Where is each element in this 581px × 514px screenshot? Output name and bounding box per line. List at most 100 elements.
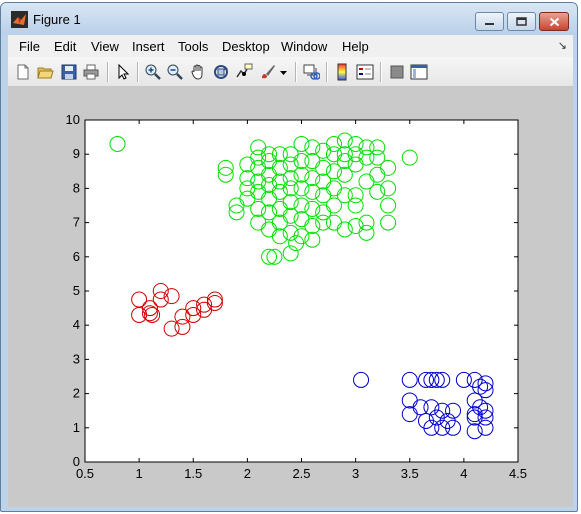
data-point-cluster-3	[477, 419, 494, 436]
data-point-cluster-2	[336, 166, 353, 183]
x-tick-label: 1.5	[184, 466, 202, 481]
data-point-cluster-1	[152, 291, 169, 308]
data-point-cluster-2	[336, 132, 353, 149]
data-point-cluster-2	[358, 224, 375, 241]
data-point-cluster-2	[380, 159, 397, 176]
data-point-cluster-1	[163, 320, 180, 337]
legend-icon[interactable]	[356, 63, 374, 81]
save-icon[interactable]	[60, 63, 78, 81]
data-point-cluster-2	[261, 204, 278, 221]
menu-file[interactable]: File	[19, 39, 40, 54]
zoom-in-icon[interactable]	[144, 63, 162, 81]
data-point-cluster-3	[477, 402, 494, 419]
scatter-plot[interactable]: 0.5 1 1.5 2 2.5 3 3.5 4 4.5 0 1 2 3 4 5 6 7 8 9 10	[8, 87, 573, 507]
data-point-cluster-2	[217, 159, 234, 176]
menu-help[interactable]: Help	[342, 39, 369, 54]
hide-plot-tools-icon[interactable]	[388, 63, 406, 81]
toolbar-separator	[326, 62, 327, 82]
y-tick-label: 5	[73, 283, 80, 298]
data-point-cluster-1	[141, 305, 158, 322]
data-point-cluster-2	[369, 139, 386, 156]
show-plot-tools-icon[interactable]	[410, 63, 428, 81]
data-point-cluster-2	[304, 200, 321, 217]
menu-insert[interactable]: Insert	[132, 39, 165, 54]
data-point-cluster-2	[380, 197, 397, 214]
zoom-out-icon[interactable]	[166, 63, 184, 81]
matlab-logo-icon	[11, 11, 28, 28]
close-icon	[549, 17, 559, 26]
menu-edit[interactable]: Edit	[54, 39, 77, 54]
data-cursor-icon[interactable]	[235, 63, 253, 81]
menu-view[interactable]: View	[91, 39, 119, 54]
data-point-cluster-3	[353, 371, 370, 388]
data-point-cluster-1	[141, 300, 158, 317]
data-point-cluster-3	[472, 378, 489, 395]
data-point-cluster-2	[369, 183, 386, 200]
data-point-cluster-3	[428, 371, 445, 388]
data-point-cluster-2	[325, 197, 342, 214]
data-point-cluster-3	[445, 402, 462, 419]
y-tick-label: 1	[73, 420, 80, 435]
data-point-cluster-2	[347, 197, 364, 214]
data-point-cluster-1	[152, 283, 169, 299]
x-tick-label: 3	[352, 466, 359, 481]
data-point-cluster-3	[477, 382, 494, 399]
maximize-icon	[516, 17, 527, 26]
data-point-cluster-2	[261, 146, 278, 163]
menu-window[interactable]: Window	[281, 39, 328, 54]
data-point-cluster-1	[206, 291, 223, 308]
data-point-cluster-2	[347, 135, 364, 152]
data-point-cluster-3	[445, 419, 462, 436]
x-tick-label: 1	[136, 466, 143, 481]
link-plot-icon[interactable]	[302, 63, 320, 81]
data-point-cluster-3	[477, 375, 494, 392]
edit-plot-arrow-icon[interactable]	[114, 63, 132, 81]
colorbar-icon[interactable]	[333, 63, 351, 81]
data-point-cluster-2	[380, 214, 397, 231]
data-point-cluster-2	[336, 221, 353, 238]
close-button[interactable]	[539, 12, 569, 31]
data-point-cluster-1	[206, 294, 223, 311]
maximize-button[interactable]	[507, 12, 536, 31]
window-title: Figure 1	[33, 12, 81, 27]
brush-dropdown-icon[interactable]	[279, 63, 288, 81]
data-point-cluster-2	[336, 187, 353, 204]
brush-icon[interactable]	[259, 63, 277, 81]
open-file-icon[interactable]	[36, 63, 54, 81]
data-point-cluster-2	[239, 170, 256, 187]
rotate-3d-icon[interactable]	[212, 63, 230, 81]
data-point-cluster-2	[250, 200, 267, 217]
toolbar-separator	[295, 62, 296, 82]
data-point-cluster-2	[304, 139, 321, 156]
toolbar-separator	[107, 62, 108, 82]
data-point-cluster-2	[109, 135, 126, 152]
y-tick-label: 6	[73, 249, 80, 264]
title-bar[interactable]: Figure 1	[1, 3, 577, 35]
dock-arrow-icon[interactable]: ↘	[557, 40, 567, 52]
data-point-cluster-3	[423, 399, 440, 416]
data-point-cluster-2	[266, 248, 283, 265]
data-point-cluster-3	[417, 371, 434, 388]
data-point-cluster-2	[358, 139, 375, 156]
data-point-cluster-3	[466, 423, 483, 440]
data-point-cluster-2	[293, 153, 310, 170]
data-point-cluster-2	[315, 214, 332, 231]
minimize-icon	[485, 23, 494, 25]
menu-tools[interactable]: Tools	[178, 39, 209, 54]
print-icon[interactable]	[82, 63, 100, 81]
y-tick-label: 8	[73, 180, 80, 195]
y-tick-label: 7	[73, 215, 80, 230]
data-point-cluster-2	[271, 228, 288, 245]
minimize-button[interactable]	[475, 12, 504, 31]
data-point-cluster-1	[196, 296, 213, 313]
figure-toolbar	[8, 57, 573, 87]
figure-canvas: 0.5 1 1.5 2 2.5 3 3.5 4 4.5 0 1 2 3 4 5 6 7 8 9 10	[8, 87, 573, 507]
data-point-cluster-2	[293, 135, 310, 152]
menu-desktop[interactable]: Desktop	[222, 39, 270, 54]
new-figure-icon[interactable]	[14, 63, 32, 81]
pan-hand-icon[interactable]	[189, 63, 207, 81]
data-point-cluster-1	[185, 306, 202, 323]
y-tick-label: 4	[73, 317, 80, 332]
data-point-cluster-2	[304, 231, 321, 248]
